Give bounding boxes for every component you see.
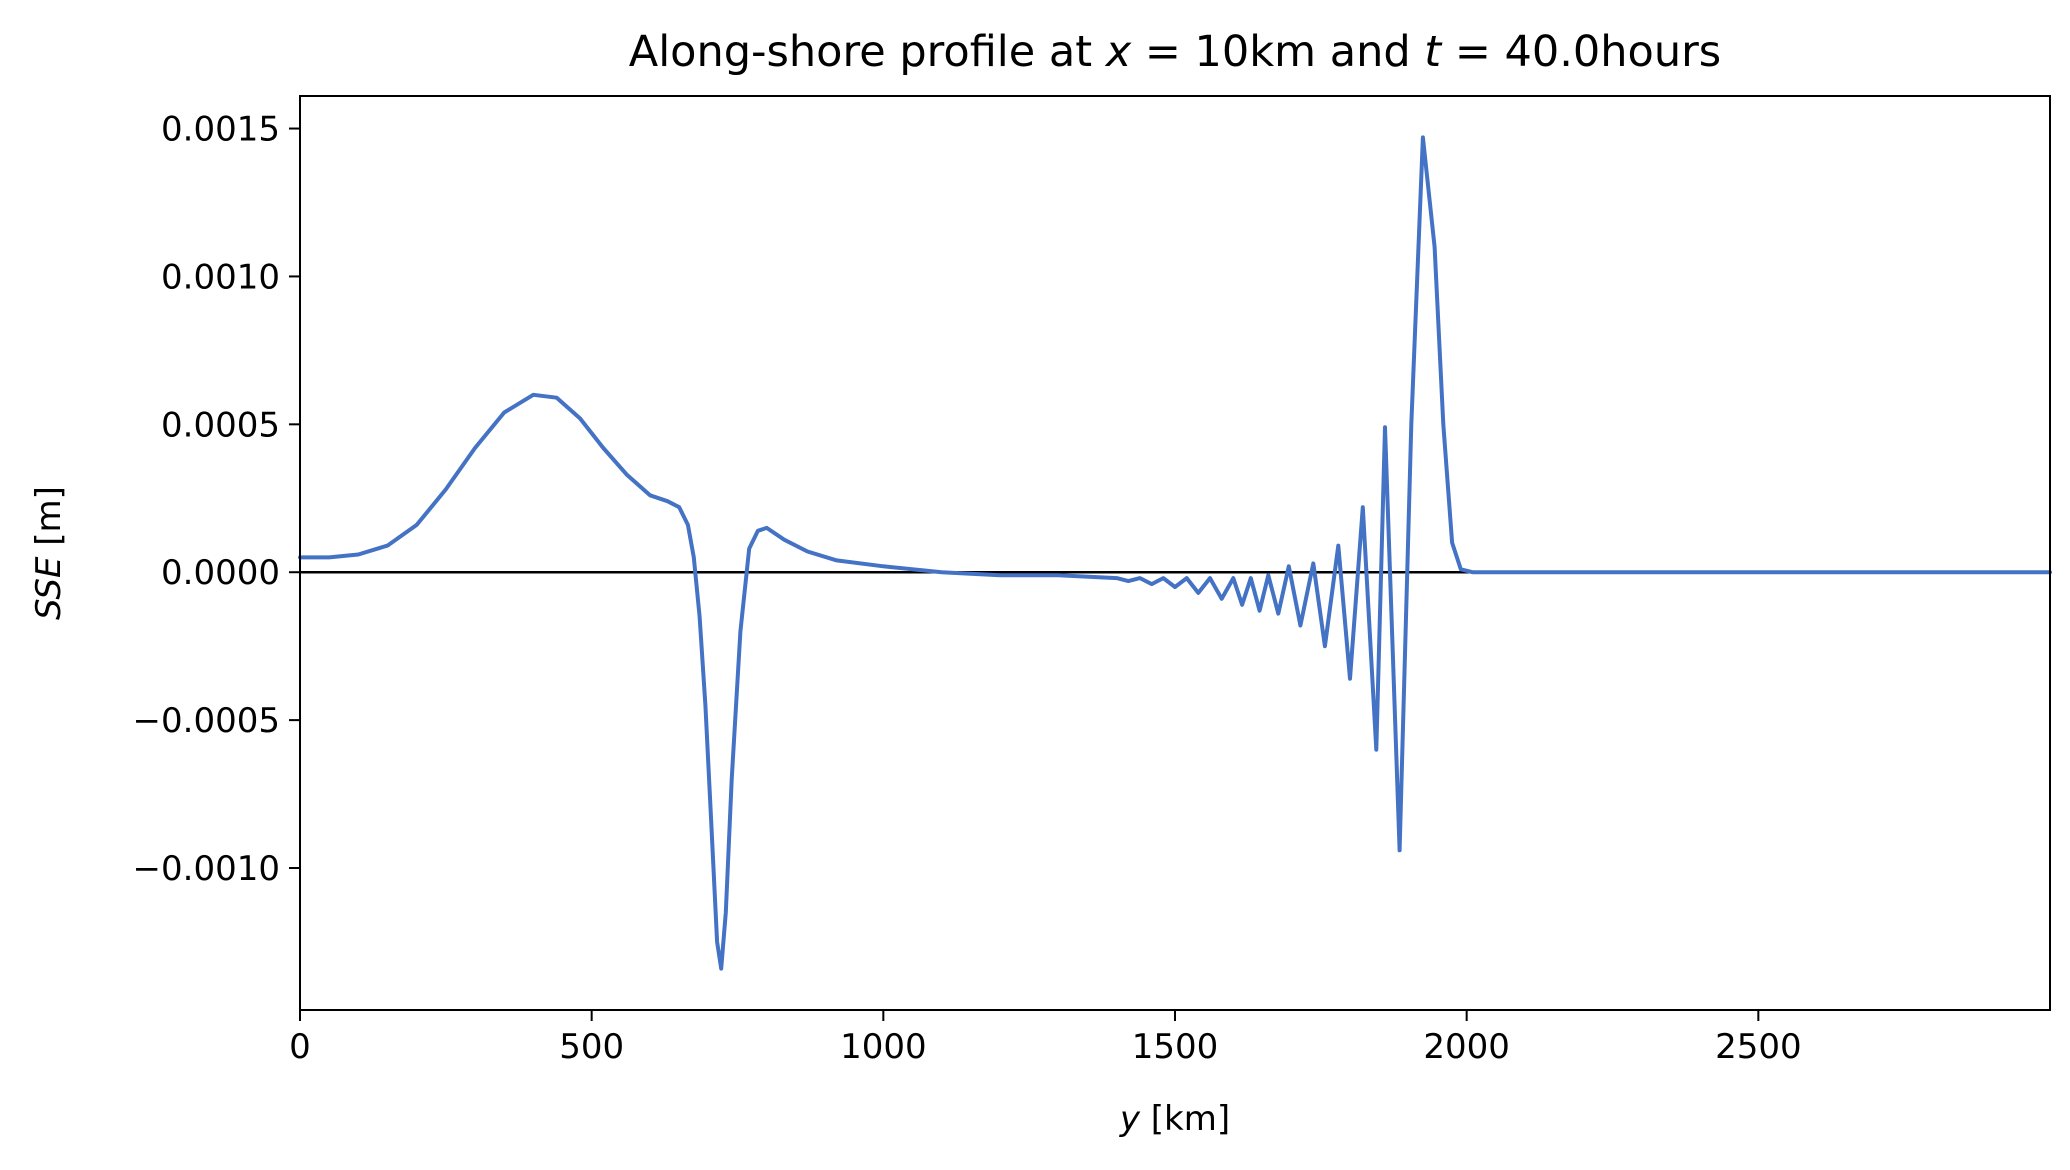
y-tick-label: 0.0015 bbox=[161, 110, 280, 150]
y-tick-label: −0.0005 bbox=[133, 701, 280, 741]
x-tick-label: 1000 bbox=[840, 1027, 927, 1067]
y-tick-label: 0.0005 bbox=[161, 405, 280, 445]
y-tick-label: −0.0010 bbox=[133, 849, 280, 889]
x-tick-label: 2000 bbox=[1423, 1027, 1510, 1067]
y-tick-label: 0.0010 bbox=[161, 257, 280, 297]
chart-title: Along-shore profile at x = 10km and t = … bbox=[629, 27, 1721, 77]
plot-area bbox=[298, 135, 2052, 971]
series-line-0 bbox=[298, 135, 2052, 971]
plot-frame bbox=[299, 95, 2051, 1011]
y-axis-label: SSE [m] bbox=[29, 486, 69, 620]
y-tick-label: 0.0000 bbox=[161, 553, 280, 593]
x-axis: 0 500 1000 1500 2000 2500 bbox=[289, 1010, 1802, 1067]
x-tick-label: 500 bbox=[559, 1027, 624, 1067]
x-tick-label: 1500 bbox=[1132, 1027, 1219, 1067]
y-axis: 0.0015 0.0010 0.0005 0.0000 −0.0005 −0.0010 bbox=[133, 110, 300, 889]
x-tick-label: 2500 bbox=[1715, 1027, 1802, 1067]
x-axis-label: y [km] bbox=[1119, 1099, 1230, 1139]
x-tick-label: 0 bbox=[289, 1027, 311, 1067]
